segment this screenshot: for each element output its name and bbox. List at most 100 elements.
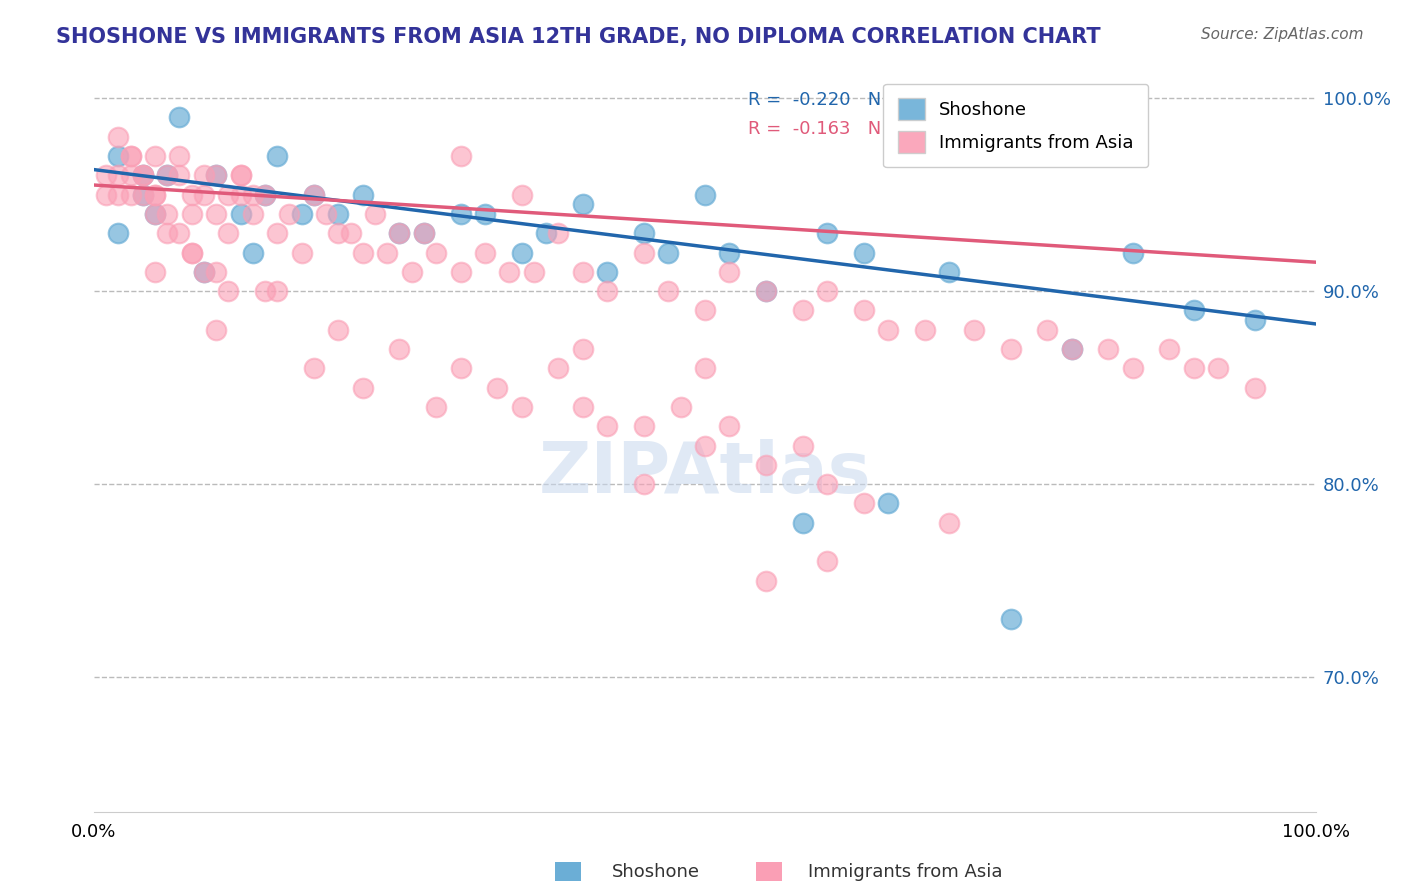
Point (107, 169, 129, 183)
Point (596, 265, 619, 279)
Point (205, 207, 228, 221)
Point (596, 419, 619, 434)
Point (94, 187, 117, 202)
Point (143, 265, 166, 279)
Point (328, 323, 350, 337)
Point (669, 400, 692, 414)
Point (120, 187, 142, 202)
Point (132, 187, 155, 202)
Point (1097, 342, 1119, 356)
Point (815, 554, 838, 568)
Point (193, 187, 215, 202)
Point (633, 419, 655, 434)
Point (205, 169, 228, 183)
Point (498, 265, 520, 279)
Point (302, 187, 325, 202)
Point (143, 207, 166, 221)
Point (633, 227, 655, 241)
Point (534, 227, 557, 241)
Point (217, 187, 239, 202)
Point (302, 187, 325, 202)
Point (633, 477, 655, 491)
Point (1122, 245, 1144, 260)
Point (1182, 361, 1205, 376)
Point (156, 169, 179, 183)
Point (792, 516, 814, 530)
Point (242, 245, 264, 260)
Point (143, 187, 166, 202)
Point (815, 227, 838, 241)
Point (425, 245, 447, 260)
Point (120, 149, 142, 163)
Point (169, 111, 191, 125)
Point (253, 187, 276, 202)
Point (180, 187, 202, 202)
Point (755, 284, 778, 298)
Point (852, 245, 875, 260)
Point (132, 169, 155, 183)
Point (132, 169, 155, 183)
Point (755, 458, 778, 472)
Point (229, 207, 252, 221)
Point (352, 381, 374, 395)
Point (217, 284, 239, 298)
Point (474, 245, 496, 260)
Point (107, 149, 129, 163)
Point (474, 207, 496, 221)
Point (1000, 612, 1022, 626)
Point (229, 169, 252, 183)
Point (120, 169, 142, 183)
Point (205, 323, 228, 337)
Point (877, 496, 900, 510)
Point (120, 149, 142, 163)
Point (401, 265, 423, 279)
Point (291, 207, 314, 221)
Point (412, 227, 434, 241)
Point (792, 303, 814, 318)
Point (328, 227, 350, 241)
Point (156, 169, 179, 183)
Point (302, 361, 325, 376)
Point (107, 227, 129, 241)
Point (755, 284, 778, 298)
Text: Shoshone: Shoshone (612, 863, 700, 881)
Point (107, 187, 129, 202)
Text: ZIPAtlas: ZIPAtlas (538, 439, 872, 508)
Point (963, 323, 986, 337)
Point (217, 227, 239, 241)
Text: R =  -0.220   N =  40: R = -0.220 N = 40 (748, 91, 936, 109)
Point (1182, 303, 1205, 318)
Point (388, 227, 411, 241)
Point (938, 516, 960, 530)
Text: Source: ZipAtlas.com: Source: ZipAtlas.com (1201, 27, 1364, 42)
Point (242, 187, 264, 202)
Point (364, 207, 387, 221)
Point (143, 187, 166, 202)
Point (94, 169, 117, 183)
Point (180, 207, 202, 221)
Text: R =  -0.163   N = 113: R = -0.163 N = 113 (748, 120, 942, 138)
Point (266, 284, 288, 298)
Point (1206, 361, 1229, 376)
Point (510, 400, 533, 414)
Point (328, 207, 350, 221)
Point (1244, 313, 1267, 327)
Point (718, 245, 741, 260)
Point (412, 227, 434, 241)
Point (718, 419, 741, 434)
Point (877, 323, 900, 337)
Point (352, 245, 374, 260)
Point (266, 227, 288, 241)
Point (169, 169, 191, 183)
Point (792, 438, 814, 452)
Point (571, 342, 593, 356)
Point (169, 149, 191, 163)
Point (657, 245, 679, 260)
Point (169, 227, 191, 241)
Point (914, 323, 936, 337)
Point (339, 227, 361, 241)
Point (132, 187, 155, 202)
Point (1122, 361, 1144, 376)
Point (718, 265, 741, 279)
Point (571, 265, 593, 279)
